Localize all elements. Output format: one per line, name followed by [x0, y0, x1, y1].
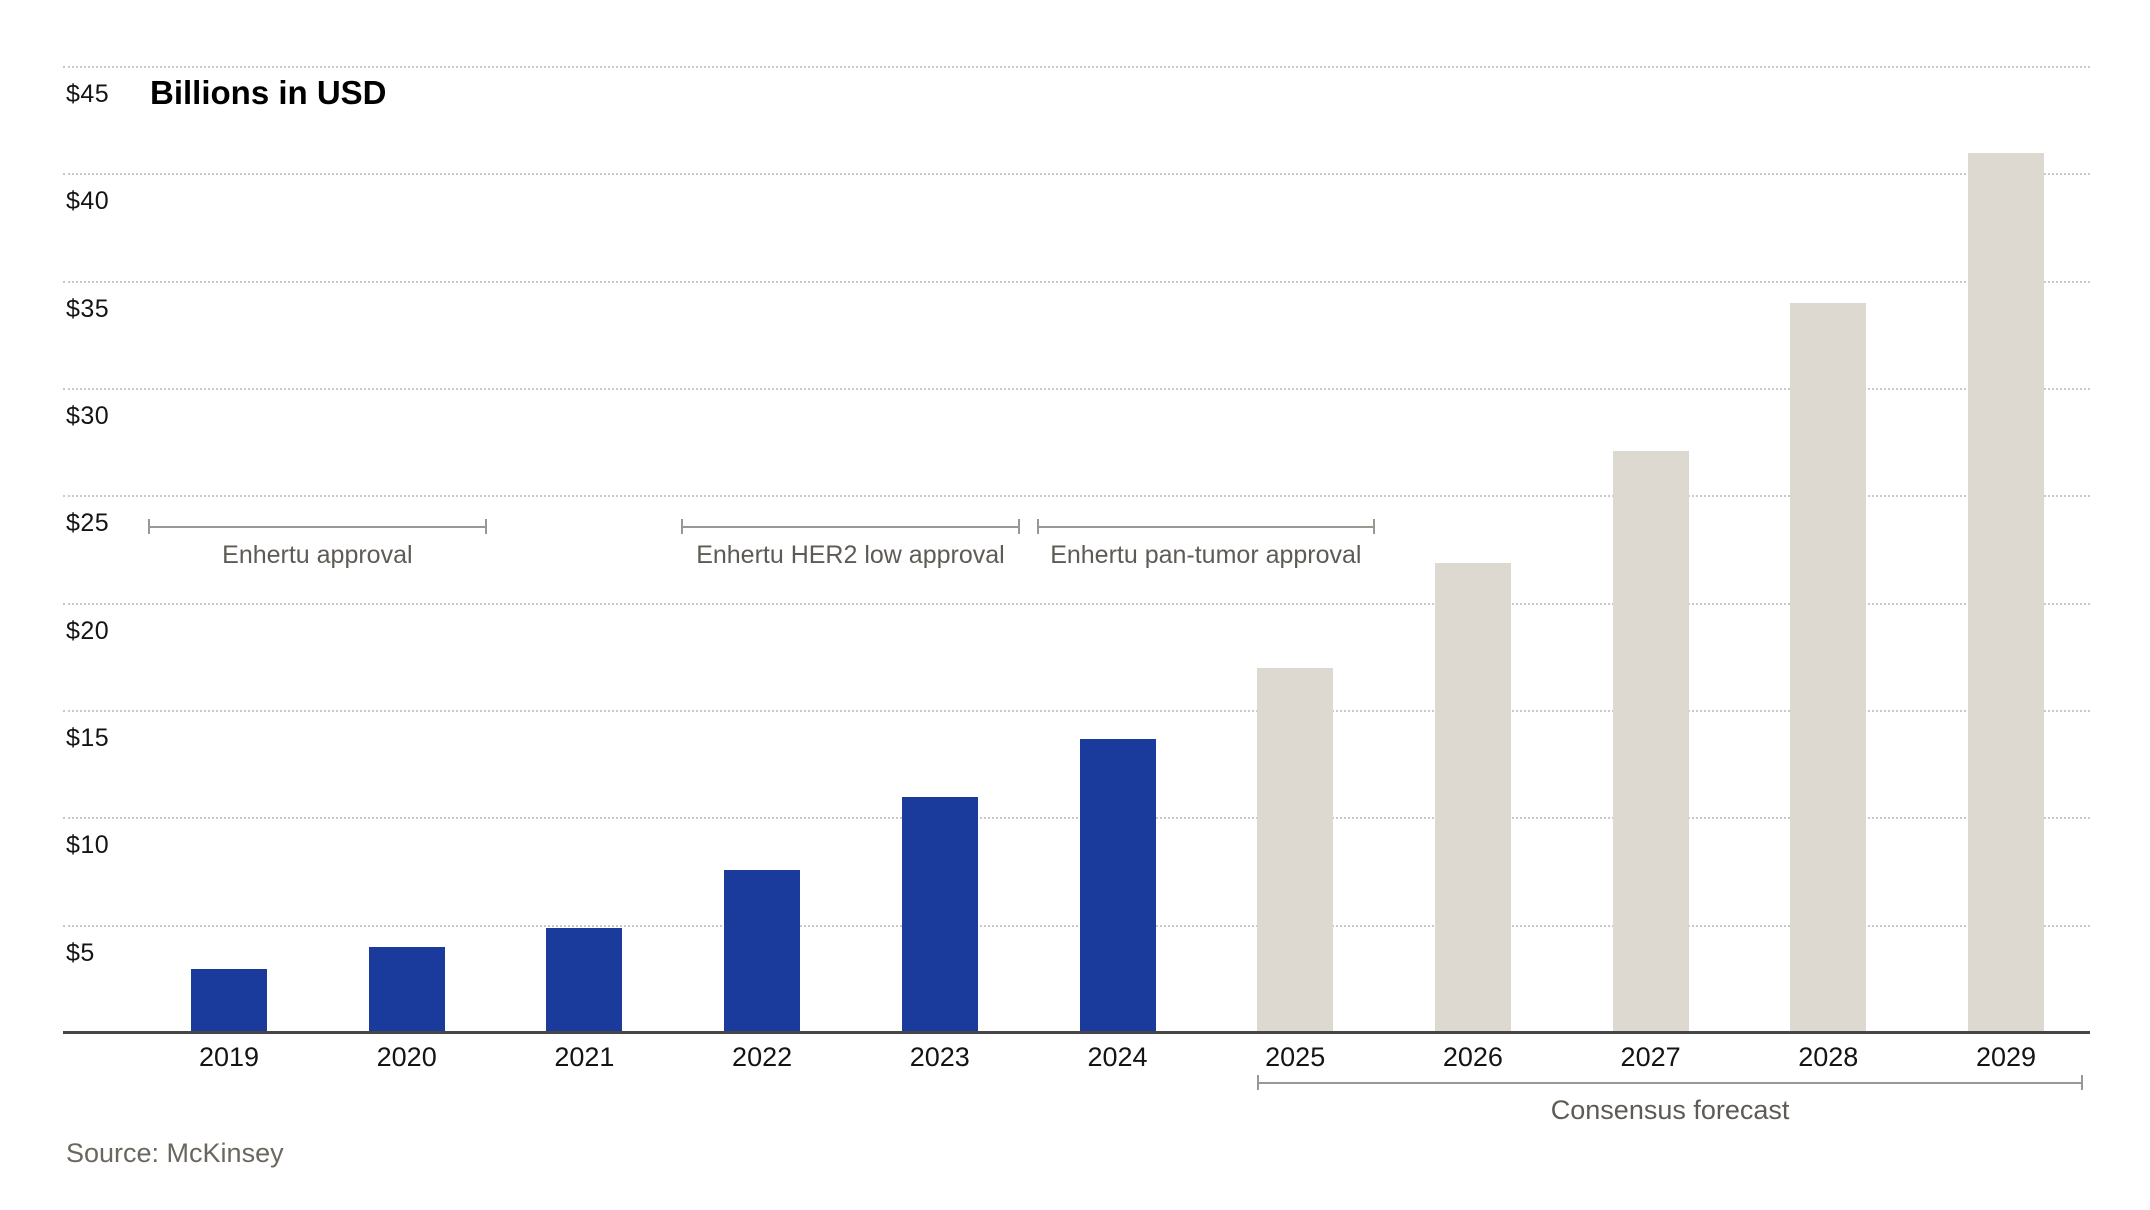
x-axis-label-2022: 2022 [732, 1042, 793, 1072]
bar-2022 [724, 869, 801, 1034]
annotation-bracket-tick-left [681, 519, 684, 534]
forecast-bracket-tick-right [2081, 1075, 2083, 1090]
y-axis-label-20: $20 [66, 616, 110, 645]
gridline-25 [63, 495, 2090, 498]
y-axis-label-10: $10 [66, 831, 110, 860]
y-axis-label-5: $5 [66, 938, 95, 967]
x-axis-label-2019: 2019 [198, 1042, 260, 1072]
annotation-label-2: Enhertu HER2 low approval [696, 541, 1005, 569]
gridline-20 [63, 602, 2090, 605]
annotation-bracket-tick-left [148, 519, 151, 534]
y-axis-label-35: $35 [66, 294, 110, 323]
y-axis-label-30: $30 [66, 402, 110, 430]
gridline-30 [63, 388, 2090, 390]
forecast-label: Consensus forecast [1550, 1095, 1790, 1125]
annotation-bracket-1 [148, 526, 487, 528]
chart-title: Billions in USD [150, 74, 387, 111]
bar-2027 [1612, 451, 1689, 1034]
annotation-label-1: Enhertu approval [222, 541, 413, 569]
gridline-5 [63, 924, 2090, 927]
source-note: Source: McKinsey [66, 1138, 284, 1168]
x-axis-label-2028: 2028 [1798, 1042, 1859, 1072]
x-axis-line [63, 1031, 2090, 1034]
forecast-bracket [1257, 1082, 2083, 1084]
bar-2019 [191, 968, 267, 1034]
annotation-label-3: Enhertu pan-tumor approval [1050, 541, 1362, 569]
x-axis-label-2023: 2023 [909, 1042, 970, 1072]
annotation-bracket-2 [681, 526, 1020, 528]
gridline-35 [63, 280, 2090, 283]
x-axis-label-2024: 2024 [1087, 1042, 1148, 1072]
y-axis-label-15: $15 [66, 724, 110, 752]
annotation-bracket-tick-right [1373, 519, 1376, 534]
x-axis-label-2020: 2020 [376, 1042, 437, 1072]
forecast-bracket-tick-left [1257, 1075, 1260, 1090]
bar-2021 [546, 927, 623, 1034]
bar-2029 [1968, 152, 2044, 1034]
bar-2020 [368, 947, 445, 1034]
gridline-45 [63, 66, 2090, 68]
annotation-bracket-3 [1036, 526, 1376, 528]
y-axis-label-45: $45 [66, 80, 110, 108]
annotation-bracket-tick-right [484, 519, 487, 534]
gridline-15 [63, 710, 2090, 712]
x-axis-label-2025: 2025 [1265, 1042, 1326, 1072]
bar-2024 [1079, 738, 1156, 1034]
bar-2023 [901, 796, 978, 1034]
y-axis-label-25: $25 [66, 509, 110, 538]
x-axis-label-2029: 2029 [1975, 1042, 2037, 1072]
annotation-bracket-tick-right [1017, 519, 1020, 534]
x-axis-label-2021: 2021 [554, 1042, 615, 1072]
x-axis-label-2027: 2027 [1620, 1042, 1681, 1072]
gridline-40 [63, 173, 2090, 176]
bar-2028 [1790, 303, 1867, 1034]
bar-2026 [1434, 562, 1511, 1034]
x-axis-label-2026: 2026 [1442, 1042, 1503, 1072]
y-axis-label-40: $40 [66, 187, 110, 216]
gridline-10 [63, 817, 2090, 820]
bar-2025 [1257, 668, 1334, 1034]
annotation-bracket-tick-left [1036, 519, 1039, 534]
